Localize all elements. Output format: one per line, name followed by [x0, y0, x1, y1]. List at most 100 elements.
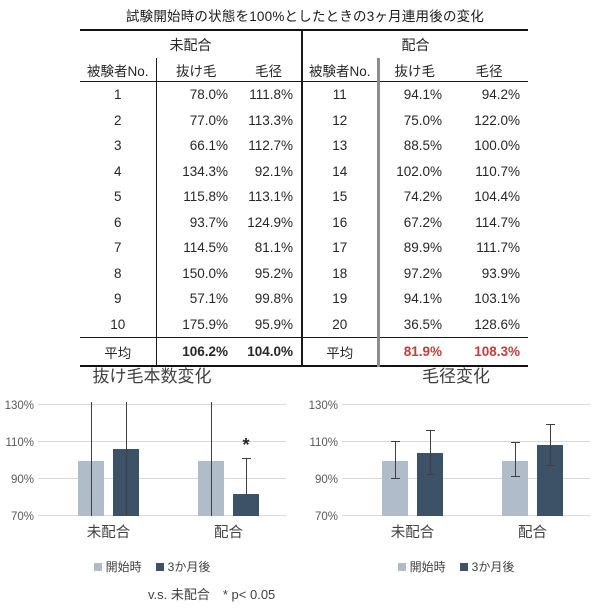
gridline [342, 478, 590, 479]
legend-label: 3か月後 [471, 560, 515, 574]
chart-hair-loss-count: 抜け毛本数変化 70% 90% 110% 130% * 未配合 配合 開始時 3か月後 [2, 362, 302, 575]
y-tick-label: 130% [4, 400, 34, 412]
table-cell: 10 [110, 316, 126, 332]
gridline [38, 404, 286, 405]
x-category-label: 配合 [214, 525, 243, 541]
error-bar-cap [510, 441, 520, 443]
x-category-label: 配合 [518, 525, 547, 541]
error-bar [394, 442, 396, 479]
table-cell: 103.1% [474, 291, 521, 307]
group-header: 配合 [300, 30, 529, 58]
legend-item: 3か月後 [155, 558, 211, 575]
legend-item: 開始時 [93, 558, 142, 575]
legend-swatch-icon [93, 562, 102, 571]
table-cell: 17 [301, 235, 378, 261]
table-cell: 5 [113, 189, 122, 205]
table-cell: 113.3% [248, 112, 293, 128]
table-cell: 114.7% [475, 214, 521, 230]
table-cell: 14 [301, 158, 378, 184]
table-cell: 175.9% [155, 311, 236, 338]
table-cell: 102.0% [376, 158, 450, 184]
table-cell: 150.0% [155, 260, 236, 286]
error-bar [90, 402, 92, 516]
table-cell: 112.7% [248, 138, 293, 154]
y-tick-label: 110% [5, 437, 34, 449]
table-cell: 113.1% [248, 189, 293, 205]
table-cell: 19 [301, 286, 378, 312]
legend-label: 開始時 [409, 560, 446, 574]
table-row: 5 115.8% 113.1% 15 74.2% 104.4% [80, 184, 528, 210]
table-cell: 18 [301, 260, 378, 286]
error-bar-cap [510, 476, 520, 478]
error-bar-cap [545, 424, 555, 426]
table-cell: 99.8% [254, 291, 293, 307]
table-cell: 88.5% [376, 133, 450, 159]
error-bar [549, 425, 551, 467]
table-row: 9 57.1% 99.8% 19 94.1% 103.1% [80, 286, 528, 312]
table-row: 7 114.5% 81.1% 17 89.9% 111.7% [80, 235, 528, 261]
group-header: 未配合 [169, 36, 212, 53]
y-axis-labels: 70% 90% 110% 130% [2, 400, 34, 523]
table-cell: 111.8% [249, 87, 293, 103]
average-row: 平均 106.2% 104.0% 平均 81.9% 108.3% [80, 337, 529, 366]
average-cell: 平均 [80, 337, 156, 366]
table-row: 6 93.7% 124.9% 16 67.2% 114.7% [80, 209, 528, 235]
x-axis-labels: 未配合 配合 [2, 518, 302, 542]
error-bar [245, 459, 247, 494]
column-header: 毛径 [236, 58, 302, 82]
table-cell: 12 [301, 107, 378, 133]
legend-item: 開始時 [397, 558, 446, 575]
page-title: 試験開始時の状態を100%としたときの3ヶ月連用後の変化 [125, 9, 485, 24]
table-cell: 13 [301, 133, 378, 159]
table-cell: 77.0% [155, 107, 236, 133]
table-cell: 6 [113, 214, 122, 230]
table-cell: 100.0% [474, 138, 521, 154]
table-cell: 94.1% [376, 286, 450, 312]
table-cell: 57.1% [155, 286, 236, 312]
table-cell: 78.0% [155, 81, 236, 108]
table-cell: 104.4% [474, 189, 521, 205]
legend-label: 3か月後 [167, 560, 211, 574]
error-bar [514, 442, 516, 478]
x-category-label: 未配合 [86, 525, 131, 541]
table-cell: 111.7% [476, 240, 521, 256]
table-cell: 134.3% [155, 158, 236, 184]
legend-swatch-icon [155, 562, 164, 571]
legend-label: 開始時 [105, 560, 142, 574]
legend-swatch-icon [459, 562, 468, 571]
error-bar-cap [241, 458, 251, 460]
legend-swatch-icon [397, 562, 406, 571]
y-tick-label: 90% [10, 474, 34, 486]
error-bar [210, 402, 212, 516]
legend: 開始時 3か月後 [306, 558, 606, 575]
table-cell: 122.0% [474, 112, 521, 128]
table-cell: 95.9% [254, 316, 293, 332]
table-cell: 81.1% [254, 240, 293, 256]
table-cell: 124.9% [247, 214, 293, 230]
table-cell: 92.1% [254, 163, 293, 179]
y-tick-label: 70% [10, 511, 34, 523]
significance-footnote: v.s. 未配合 * p< 0.05 [148, 587, 276, 602]
error-bar [125, 402, 127, 516]
table-cell: 9 [113, 291, 122, 307]
table-cell: 115.8% [155, 184, 236, 210]
table-cell: 67.2% [376, 209, 450, 235]
table-row: 4 134.3% 92.1% 14 102.0% 110.7% [80, 158, 528, 184]
column-header: 毛径 [450, 58, 529, 82]
table-cell: 2 [113, 112, 122, 128]
results-table: 未配合 配合 被験者No. 抜け毛 毛径 被験者No. 抜け毛 毛径 1 78.0% 111.8% 1… [80, 29, 529, 367]
table-cell: 89.9% [376, 235, 450, 261]
legend-item: 3か月後 [459, 558, 515, 575]
chart-title: 抜け毛本数変化 [92, 367, 212, 386]
table-cell: 15 [301, 184, 378, 210]
table-row: 8 150.0% 95.2% 18 97.2% 93.9% [80, 260, 528, 286]
table-cell: 20 [301, 311, 378, 338]
gridline [38, 478, 286, 479]
table-cell: 75.0% [376, 107, 450, 133]
table-cell: 4 [113, 163, 122, 179]
gridline [342, 515, 590, 516]
table-row: 2 77.0% 113.3% 12 75.0% 122.0% [80, 107, 528, 133]
table-cell: 1 [113, 87, 122, 103]
results-table-container: 未配合 配合 被験者No. 抜け毛 毛径 被験者No. 抜け毛 毛径 1 78.0% 111.8% 1… [80, 29, 529, 367]
plot: * [38, 402, 286, 516]
